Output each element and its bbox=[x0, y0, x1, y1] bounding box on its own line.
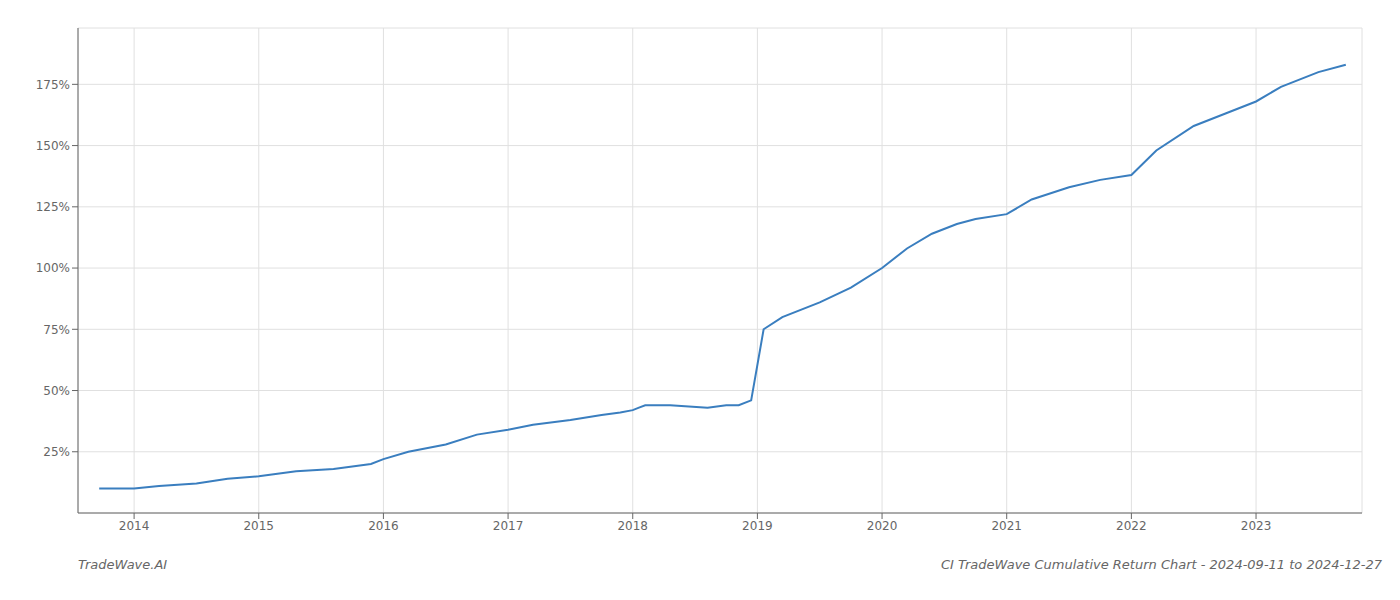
svg-text:2021: 2021 bbox=[991, 519, 1022, 533]
svg-text:75%: 75% bbox=[43, 323, 70, 337]
svg-text:2016: 2016 bbox=[368, 519, 399, 533]
svg-text:100%: 100% bbox=[36, 261, 70, 275]
svg-text:175%: 175% bbox=[36, 78, 70, 92]
svg-text:125%: 125% bbox=[36, 200, 70, 214]
svg-text:2015: 2015 bbox=[243, 519, 274, 533]
svg-text:150%: 150% bbox=[36, 139, 70, 153]
html-text:TradeWave.AI: TradeWave.AI bbox=[78, 557, 168, 572]
svg-text:50%: 50% bbox=[43, 384, 70, 398]
svg-text:2018: 2018 bbox=[617, 519, 648, 533]
svg-text:2017: 2017 bbox=[493, 519, 524, 533]
html-text:CI TradeWave Cumulative Return: CI TradeWave Cumulative Return Chart - 2… bbox=[941, 557, 1382, 572]
svg-text:25%: 25% bbox=[43, 445, 70, 459]
svg-text:2014: 2014 bbox=[119, 519, 150, 533]
svg-text:2019: 2019 bbox=[742, 519, 773, 533]
svg-text:2020: 2020 bbox=[867, 519, 898, 533]
svg-text:2022: 2022 bbox=[1116, 519, 1147, 533]
svg-text:2023: 2023 bbox=[1241, 519, 1272, 533]
